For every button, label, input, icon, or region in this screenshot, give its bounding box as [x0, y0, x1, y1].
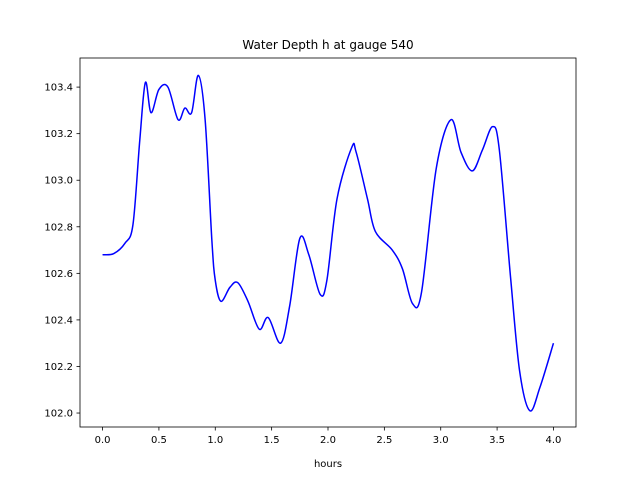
- y-tick-label: 102.2: [44, 362, 73, 373]
- x-tick-label: 4.0: [546, 435, 562, 446]
- x-tick-label: 3.5: [489, 435, 505, 446]
- y-tick-label: 102.8: [44, 222, 73, 233]
- series-line-h: [102, 74, 555, 412]
- y-tick-label: 103.2: [44, 129, 73, 140]
- x-tick-label: 1.0: [207, 435, 223, 446]
- x-tick-label: 0.5: [151, 435, 167, 446]
- x-tick-label: 0.0: [95, 435, 111, 446]
- plot-frame: [79, 57, 577, 428]
- y-tick-label: 102.0: [44, 409, 73, 420]
- chart-title: Water Depth h at gauge 540: [242, 38, 413, 52]
- y-tick-label: 103.4: [44, 83, 73, 94]
- y-tick-label: 103.0: [44, 176, 73, 187]
- y-tick-label: 102.6: [44, 269, 73, 280]
- x-tick-label: 2.0: [320, 435, 336, 446]
- y-axis: 102.0 102.2 102.4 102.6 102.8 103.0 103.2 103.4: [44, 83, 80, 420]
- x-axis-label: hours: [314, 459, 342, 470]
- x-tick-label: 2.5: [376, 435, 392, 446]
- x-axis: 0.0 0.5 1.0 1.5 2.0 2.5 3.0 3.5 4.0: [95, 427, 562, 446]
- x-tick-label: 1.5: [264, 435, 280, 446]
- x-tick-label: 3.0: [433, 435, 449, 446]
- y-tick-label: 102.4: [44, 315, 73, 326]
